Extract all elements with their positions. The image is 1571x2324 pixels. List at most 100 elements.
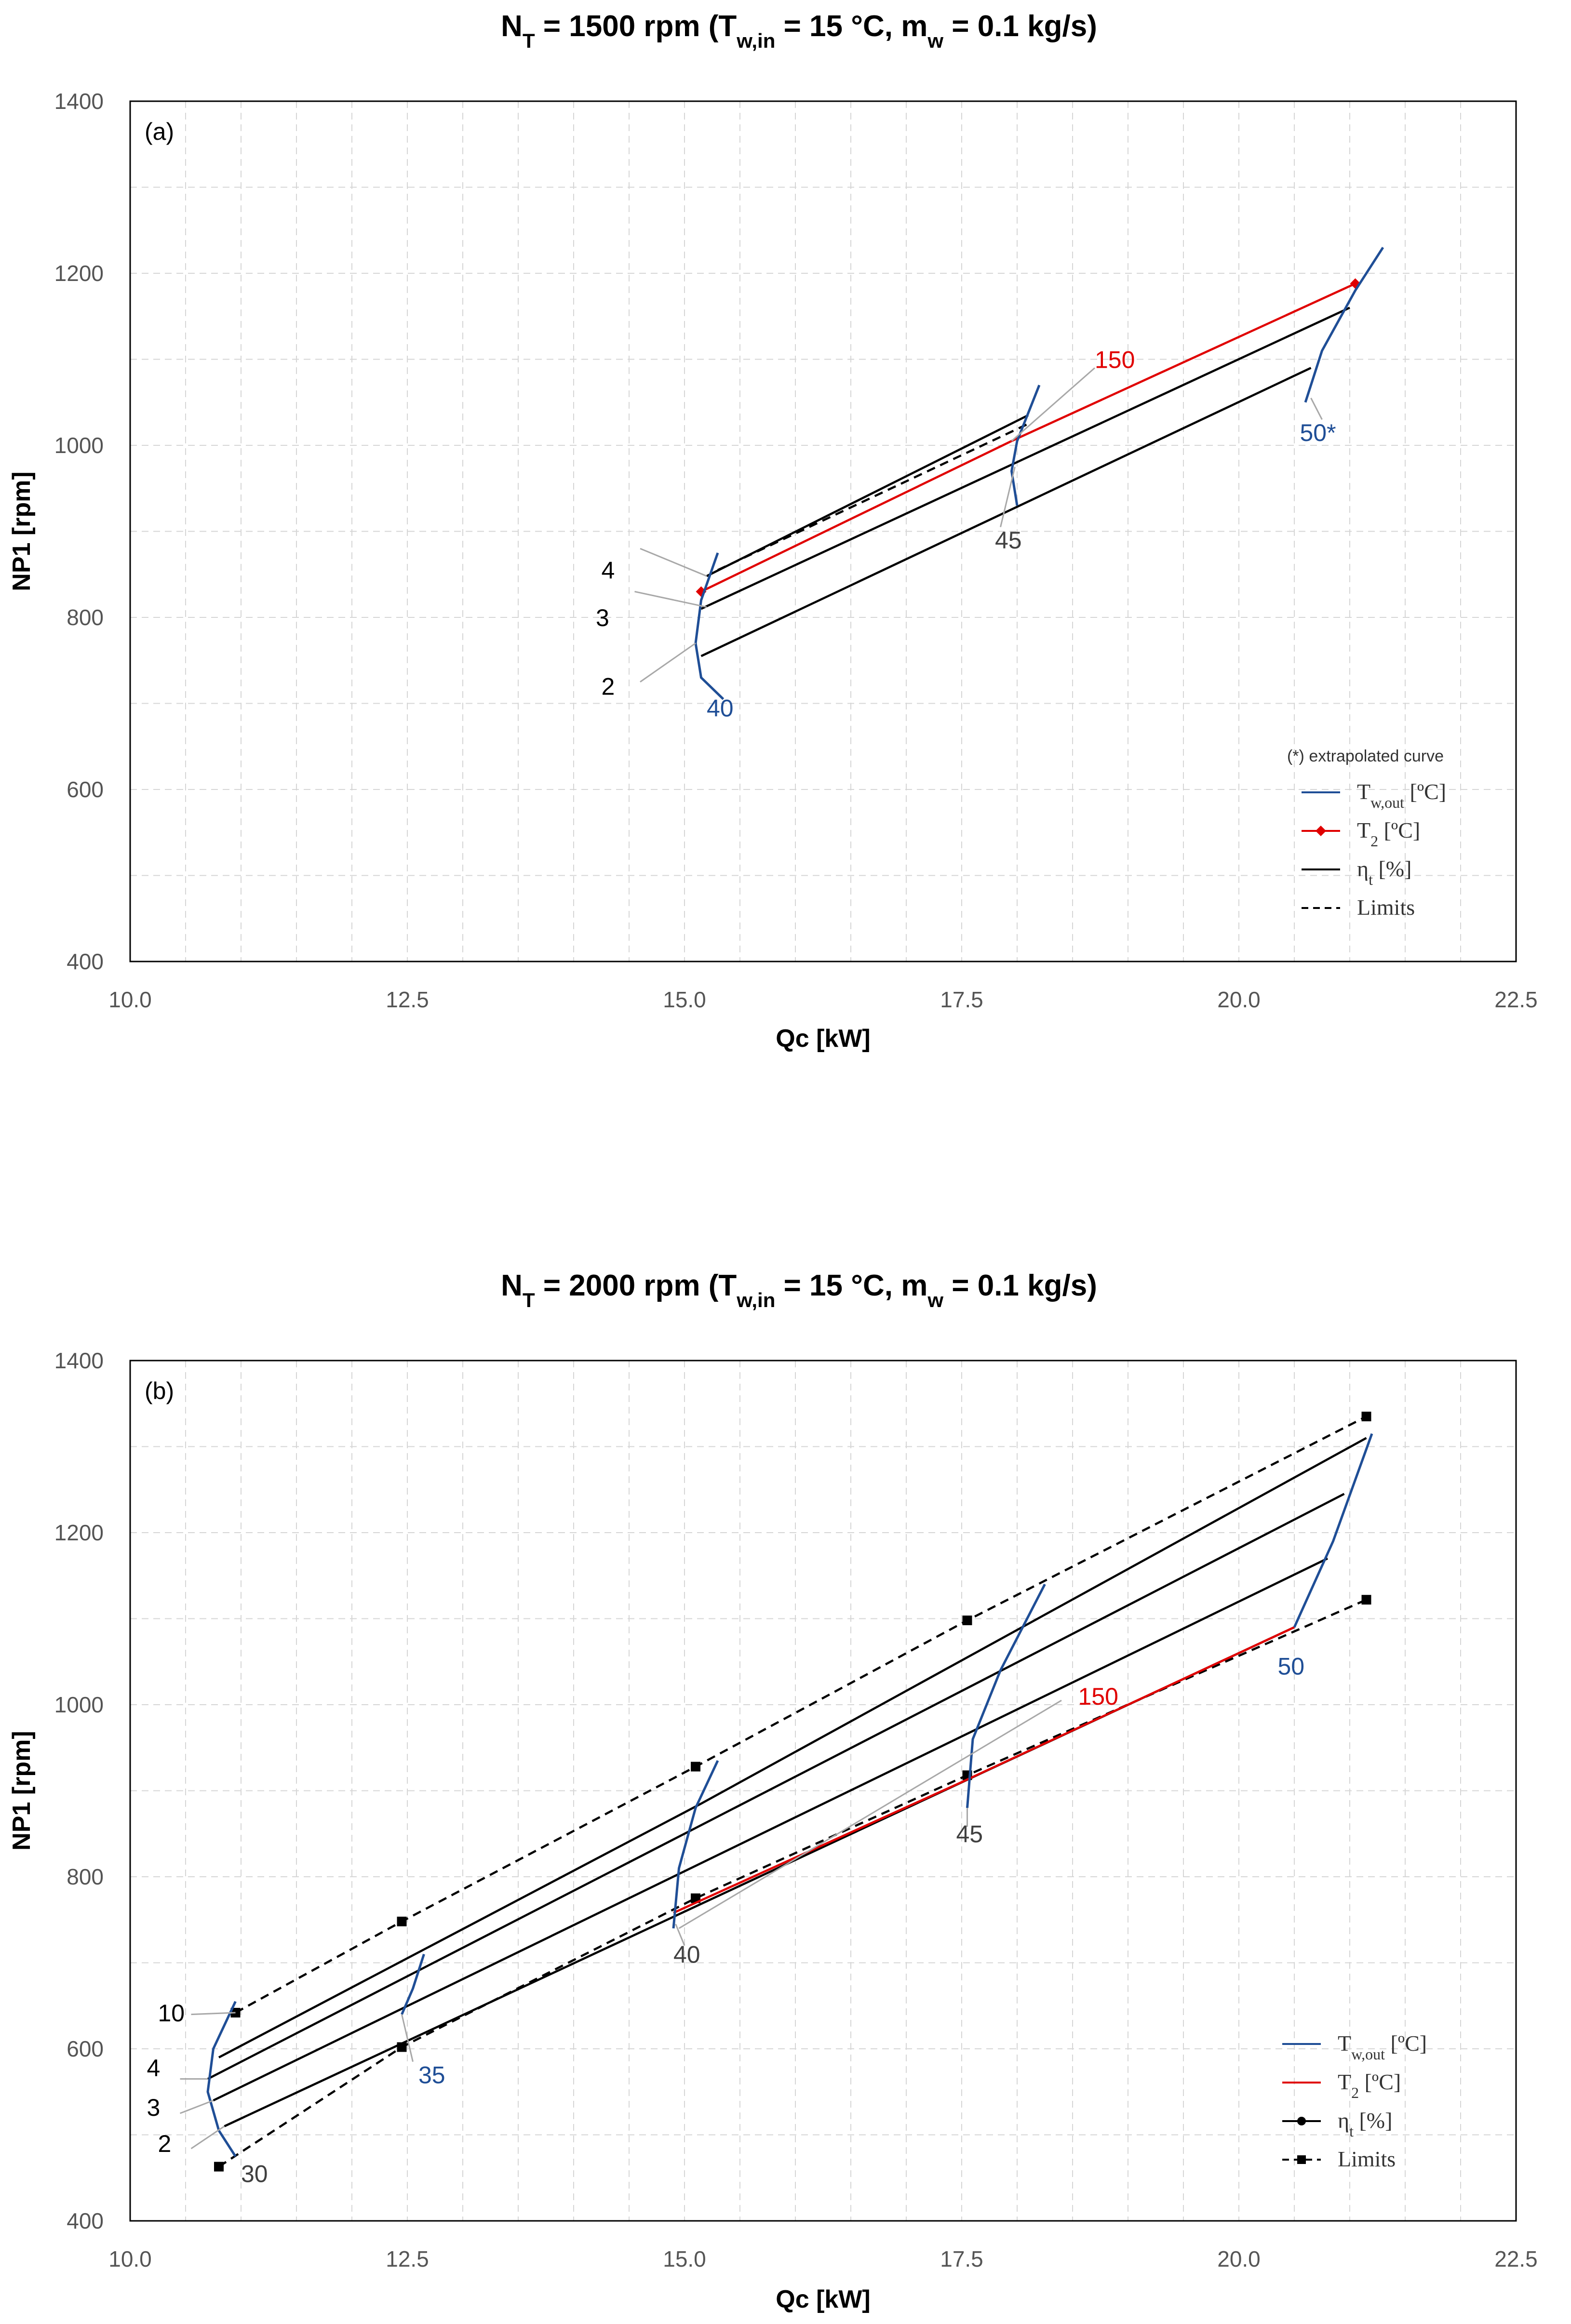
legend-marker-sample [1316,826,1326,836]
x-tick-label: 20.0 [1217,2246,1261,2271]
annotation-leader [401,2014,414,2062]
legend-text: T [1338,2031,1351,2056]
annotation-label: 2 [158,2130,172,2157]
annotation-label: 30 [241,2161,268,2188]
series-tw-out-50 [1293,1433,1373,1628]
y-tick-label: 400 [67,2208,104,2233]
plot-frame [129,100,1517,962]
legend-entry-label: T2 [ºC] [1357,818,1420,850]
limit-marker [1361,1412,1371,1422]
legend-entry-label: Tw,out [ºC] [1338,2031,1427,2063]
legend-marker-sample [1297,2155,1306,2164]
legend-entry-label: Limits [1338,2147,1396,2171]
annotation-label: 45 [956,1821,983,1848]
series-eta-4 [706,414,1029,577]
annotation-label: 150 [1078,1683,1118,1710]
legend-text: Limits [1338,2147,1396,2171]
legend-text: η [1357,856,1369,881]
series-eta-2 [700,367,1312,657]
panel-label: (b) [145,1377,174,1404]
title-part: = 0.1 kg/s) [943,10,1097,43]
annotation-label: 40 [707,695,734,721]
y-tick-label: 1400 [54,89,104,114]
y-tick-label: 800 [67,1864,104,1889]
annotation-leader [640,642,696,683]
x-axis-label: Qc [kW] [776,2285,870,2313]
series-tw-out-40 [694,552,725,700]
series-tw-out-30 [206,2001,237,2157]
title-part: = 15 °C, m [775,10,927,43]
legend-sub: w,out [1370,794,1404,811]
x-tick-label: 17.5 [940,987,983,1012]
y-tick-label: 1000 [54,433,104,458]
x-tick-label: 20.0 [1217,987,1261,1012]
chart-panel-a: NT = 1500 rpm (Tw,in = 15 °C, mw = 0.1 k… [8,10,1538,1053]
limit-marker [397,2042,407,2052]
annotation-leader [634,590,707,608]
chart-panel-b: NT = 2000 rpm (Tw,in = 15 °C, mw = 0.1 k… [8,1269,1538,2313]
annotation-leader [190,2125,225,2150]
title-sub: w [927,1289,943,1311]
legend-unit: [ºC] [1359,2070,1401,2094]
series-tw-out-40 [672,1760,719,1929]
x-tick-label: 22.5 [1494,2246,1538,2271]
title-sub: T [523,29,535,52]
legend-entry-label: Tw,out [ºC] [1357,779,1446,811]
annotation-label: 3 [147,2094,161,2121]
annotation-label: 10 [158,2000,185,2027]
annotation-leader [1310,398,1323,420]
chart-title: NT = 1500 rpm (Tw,in = 15 °C, mw = 0.1 k… [501,10,1097,52]
series-limit-lower [218,1599,1367,2168]
annotation-label: 40 [673,1941,700,1968]
annotation-label: 50 [1278,1653,1305,1680]
legend-sub: 2 [1370,832,1378,850]
limit-marker [1361,1595,1371,1605]
legend-unit: [%] [1354,2108,1392,2133]
panel-label: (a) [145,118,174,145]
limit-marker [397,1916,407,1926]
legend-sub: t [1349,2123,1354,2140]
legend-entry-label: ηt [%] [1338,2108,1392,2140]
limit-marker [691,1762,700,1772]
legend-sub: w,out [1351,2045,1385,2063]
annotation-leader [179,2099,214,2114]
x-tick-label: 22.5 [1494,987,1538,1012]
legend-sub: 2 [1351,2084,1359,2101]
x-tick-label: 12.5 [386,987,429,1012]
limit-marker [214,2162,224,2172]
series-eta-10 [218,1437,1367,2058]
series-t2-150 [700,282,1356,593]
legend-text: T [1357,779,1370,804]
legend-sub: t [1369,871,1373,888]
y-tick-label: 600 [67,2036,104,2061]
legend-note: (*) extrapolated curve [1287,747,1444,765]
title-part: = 2000 rpm (T [535,1269,737,1302]
y-tick-label: 1200 [54,261,104,286]
y-tick-label: 800 [67,605,104,630]
legend-text: η [1338,2108,1349,2133]
legend-marker-sample [1297,2117,1306,2125]
series-eta-4 [207,1493,1345,2080]
legend-text: T [1338,2070,1351,2094]
annotation-leader [1000,467,1016,527]
legend: (*) extrapolated curve Tw,out [ºC] T2 [ºC]… [1287,747,1446,920]
title-sub: w,in [736,29,775,52]
legend-text: T [1357,818,1370,842]
x-tick-label: 15.0 [663,987,706,1012]
series-tw-out-45 [966,1583,1046,1808]
title-part: = 0.1 kg/s) [943,1269,1097,1302]
annotation-leader [1011,367,1095,442]
x-tick-label: 15.0 [663,2246,706,2271]
y-axis-label: NP1 [rpm] [8,1731,36,1850]
legend-unit: [ºC] [1385,2031,1427,2056]
annotation-leader [640,548,707,577]
annotation-leader [678,1699,1062,1929]
chart-title: NT = 2000 rpm (Tw,in = 15 °C, mw = 0.1 k… [501,1269,1097,1311]
series-eta-3 [700,307,1350,610]
plot-frame [129,1360,1517,2222]
y-tick-label: 1000 [54,1692,104,1717]
y-tick-label: 600 [67,777,104,802]
x-tick-label: 17.5 [940,2246,983,2271]
annotation-leader [191,2012,236,2016]
x-tick-label: 10.0 [108,2246,152,2271]
